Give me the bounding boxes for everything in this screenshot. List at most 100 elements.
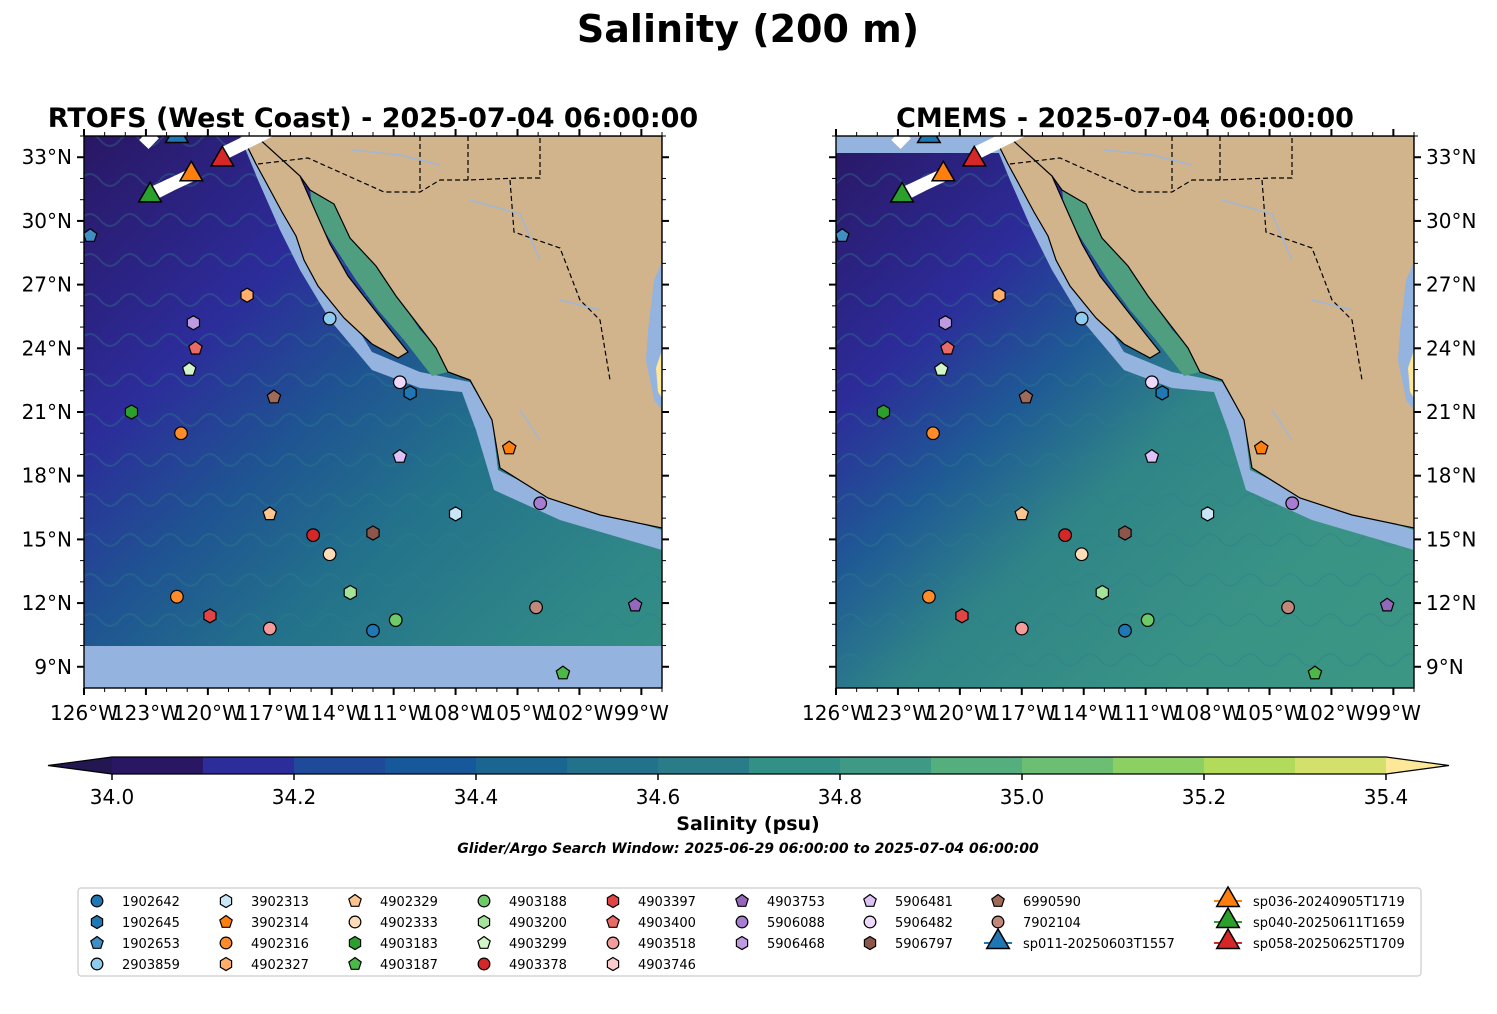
glider-sp036-20240905T1719-marker (930, 159, 956, 182)
legend-label: 5906481 (895, 895, 953, 910)
legend-label: 5906482 (895, 916, 953, 931)
legend-marker-5906797 (863, 935, 877, 951)
float-2903859-marker (1074, 311, 1089, 326)
gulf-of-california (1062, 188, 1200, 376)
float-4903397-marker (203, 608, 217, 624)
float-7902104-marker (1281, 600, 1295, 615)
legend-marker-6990590 (991, 893, 1005, 907)
float-1902642-marker (1118, 623, 1132, 638)
legend-label: 1902642 (122, 895, 180, 910)
legend-marker-4903400 (606, 914, 620, 928)
colorbar-segment (1295, 757, 1387, 774)
legend-marker-4903397 (606, 893, 620, 909)
float-2903859-marker (322, 311, 337, 326)
lat-tick-label: 27°N (1426, 273, 1476, 297)
legend-marker-sp036-20240905T1719 (1215, 885, 1241, 908)
legend-label: 4903299 (509, 937, 567, 952)
land-baja (995, 136, 1161, 359)
lon-tick-label: 105°W (484, 701, 552, 725)
colorbar-segment (1204, 757, 1296, 774)
legend: 1902642 1902645 1902653 2903859 3902313 39023… (90, 885, 1405, 973)
float-6990590-marker (1018, 389, 1034, 404)
lat-tick-label: 9°N (34, 655, 72, 679)
float-4903183-marker (876, 404, 891, 420)
rivers (351, 149, 601, 441)
lat-tick-label: 30°N (1426, 209, 1476, 233)
colorbar-segment (1022, 757, 1114, 774)
state-borders (1171, 136, 1363, 381)
legend-label: 5906468 (767, 937, 825, 952)
rtofs-panel-title: RTOFS (West Coast) - 2025-07-04 06:00:00 (48, 103, 698, 134)
colorbar-tick-label: 34.6 (636, 785, 681, 809)
lat-tick-label: 24°N (22, 336, 72, 360)
legend-label: 4903746 (638, 958, 696, 973)
float-4902327-marker (240, 287, 254, 303)
lon-tick-label: 126°W (802, 701, 870, 725)
lon-tick-label: 111°W (360, 701, 428, 725)
lon-tick-label: 99°W (614, 701, 669, 725)
float-7902104-marker (529, 600, 543, 615)
float-1902645-marker (403, 385, 417, 401)
legend-marker-4902316 (219, 936, 233, 950)
float-5906088-marker (533, 496, 548, 511)
lon-tick-label: 99°W (1366, 701, 1421, 725)
legend-marker-4902327 (219, 956, 233, 972)
colorbar-tick-label: 35.0 (1000, 785, 1045, 809)
float-4903299-marker (933, 361, 949, 376)
float-4902329-marker (262, 506, 278, 521)
legend-marker-5906481 (863, 893, 877, 907)
legend-label: 4902316 (251, 937, 309, 952)
float-5906797-marker (366, 525, 380, 541)
legend-marker-5906468 (735, 935, 749, 951)
search-window-caption: Glider/Argo Search Window: 2025-06-29 06… (457, 841, 1039, 857)
colorbar-tick-label: 35.2 (1182, 785, 1227, 809)
glider-sp011-20250603T1557-track (139, 136, 159, 150)
legend-marker-5906482 (863, 915, 877, 929)
float-5906468-marker (186, 315, 201, 331)
float-5906797-marker (1118, 525, 1132, 541)
legend-marker-1902642 (90, 894, 104, 908)
legend-marker-4903200 (477, 914, 491, 930)
legend-label: sp036-20240905T1719 (1253, 895, 1405, 910)
lon-tick-label: 102°W (1297, 701, 1365, 725)
legend-marker-4903188 (477, 894, 491, 908)
legend-box (77, 887, 1422, 977)
colorbar-extend-low (48, 757, 112, 774)
cmems-panel-title: CMEMS - 2025-07-04 06:00:00 (896, 103, 1354, 134)
lat-tick-label: 27°N (22, 273, 72, 297)
legend-label: 4903753 (767, 895, 825, 910)
float-3902313-marker (448, 506, 463, 522)
colorbar-tick-label: 34.4 (454, 785, 499, 809)
legend-label: 4903188 (509, 895, 567, 910)
float-3902314-marker (501, 440, 517, 455)
float-1902645-marker (1155, 385, 1169, 401)
cmems-map[interactable] (836, 123, 1415, 688)
float-4903200-marker (343, 584, 357, 601)
lat-tick-label: 18°N (22, 464, 72, 488)
lat-tick-label: 21°N (22, 400, 72, 424)
lon-tick-label: 108°W (1174, 701, 1242, 725)
rtofs-map[interactable] (84, 123, 663, 688)
legend-label: 4903397 (638, 895, 696, 910)
colorbar-segment (1113, 757, 1205, 774)
colorbar-segment (931, 757, 1023, 774)
colorbar-tick-label: 34.8 (818, 785, 863, 809)
legend-marker-3902314 (219, 914, 233, 928)
land-baja (243, 136, 409, 359)
legend-label: 4903400 (638, 916, 696, 931)
legend-label: 4903187 (380, 958, 438, 973)
legend-marker-1902653 (90, 935, 104, 949)
legend-label: 4903518 (638, 937, 696, 952)
float-5906468-marker (938, 315, 953, 331)
cmems-panel: CMEMS - 2025-07-04 06:00:00 126°W123°W12… (802, 103, 1476, 725)
lat-tick-label: 21°N (1426, 400, 1476, 424)
legend-marker-4903299 (477, 935, 491, 949)
legend-marker-4903183 (348, 935, 362, 951)
float-5906482-marker (392, 375, 407, 390)
legend-label: 6990590 (1023, 895, 1081, 910)
float-4902316-marker (921, 589, 936, 604)
legend-label: 4903183 (380, 937, 438, 952)
float-4903188-marker (1140, 613, 1155, 627)
state-borders (419, 136, 611, 381)
float-5906481-marker (392, 448, 408, 463)
